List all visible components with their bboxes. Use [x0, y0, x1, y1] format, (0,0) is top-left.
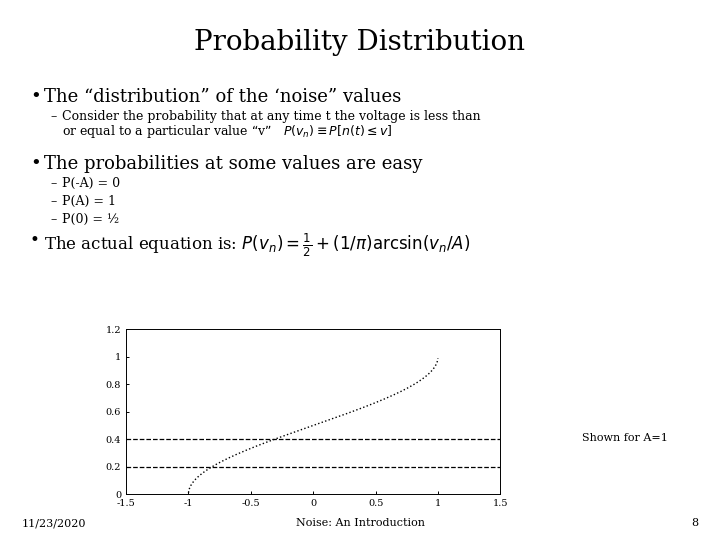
Text: –: –: [50, 177, 56, 190]
Text: •: •: [30, 232, 40, 249]
Text: Probability Distribution: Probability Distribution: [194, 29, 526, 56]
Text: –: –: [50, 195, 56, 208]
Text: 8: 8: [691, 518, 698, 528]
Text: Shown for A=1: Shown for A=1: [582, 433, 668, 443]
Text: P(-A) = 0: P(-A) = 0: [62, 177, 120, 190]
Text: •: •: [30, 88, 41, 106]
Text: The “distribution” of the ‘noise” values: The “distribution” of the ‘noise” values: [44, 88, 401, 106]
Text: Noise: An Introduction: Noise: An Introduction: [295, 518, 425, 528]
Text: •: •: [30, 155, 41, 173]
Text: P(A) = 1: P(A) = 1: [62, 195, 116, 208]
Text: 11/23/2020: 11/23/2020: [22, 518, 86, 528]
Text: P(0) = ½: P(0) = ½: [62, 213, 119, 226]
Text: or equal to a particular value “v”   $P(v_n)\equiv P[n(t)\leq v]$: or equal to a particular value “v” $P(v_…: [62, 123, 392, 140]
Text: –: –: [50, 110, 56, 123]
Text: The actual equation is: $P(v_n) = \frac{1}{2} + (1/\pi)\mathrm{arcsin}(v_n/A)$: The actual equation is: $P(v_n) = \frac{…: [44, 232, 470, 259]
Text: The probabilities at some values are easy: The probabilities at some values are eas…: [44, 155, 423, 173]
Text: –: –: [50, 213, 56, 226]
Text: Consider the probability that at any time t the voltage is less than: Consider the probability that at any tim…: [62, 110, 481, 123]
